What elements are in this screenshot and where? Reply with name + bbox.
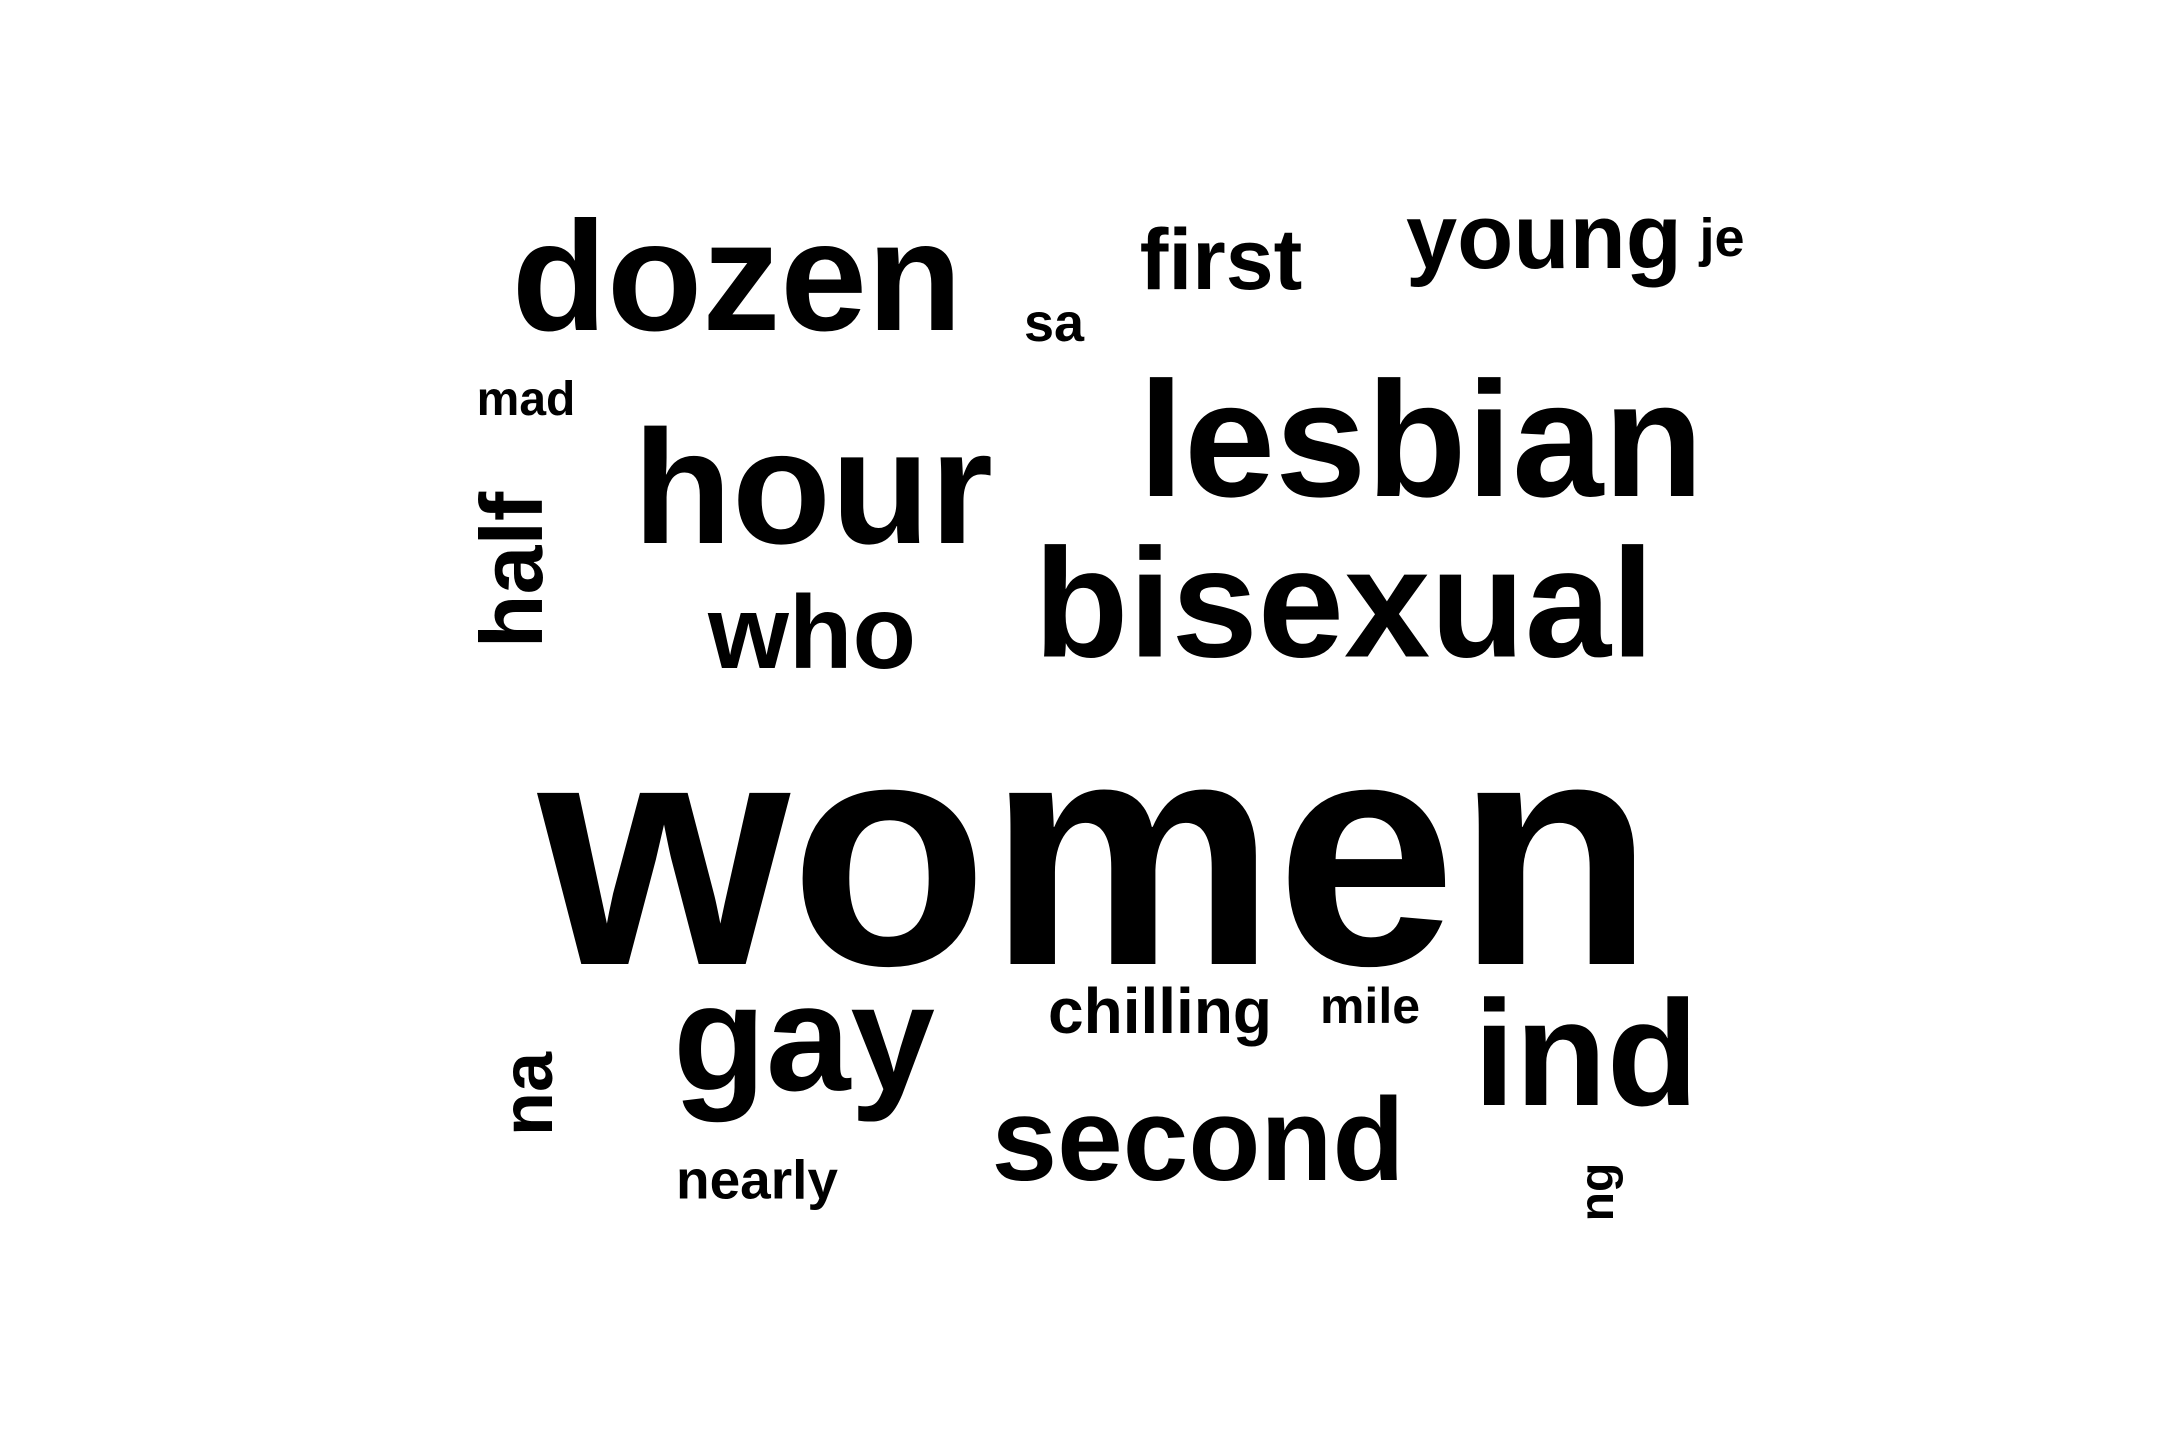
word-young: young [1406, 186, 1682, 288]
word-ng: ng [1571, 1162, 1624, 1222]
word-je: je [1699, 208, 1745, 268]
word-bisexual: bisexual [1033, 516, 1655, 690]
word-ind: ind [1473, 969, 1699, 1137]
word-second: second [991, 1074, 1405, 1206]
word-hour: hour [633, 397, 993, 578]
word-women: women [537, 671, 1655, 1033]
word-nearly: nearly [675, 1148, 839, 1211]
word-first: first [1139, 212, 1303, 308]
word-chilling: chilling [1048, 975, 1272, 1047]
word-who: who [708, 575, 916, 691]
word-mad: mad [476, 373, 576, 426]
word-half: half [462, 491, 561, 649]
word-mile: mile [1319, 978, 1421, 1034]
word-na: na [488, 1051, 568, 1137]
word-gay: gay [673, 953, 935, 1123]
word-dozen: dozen [511, 190, 963, 364]
word-lesbian: lesbian [1138, 348, 1704, 531]
word-sa: sa [1023, 293, 1085, 353]
